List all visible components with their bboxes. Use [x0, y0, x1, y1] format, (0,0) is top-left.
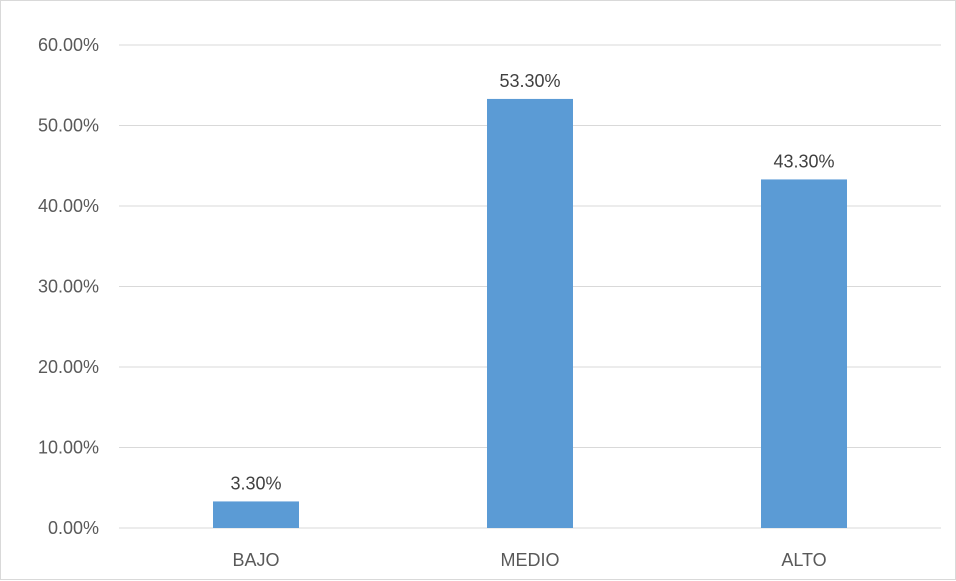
bar-bajo [213, 501, 299, 528]
x-category-label: MEDIO [500, 550, 559, 570]
y-tick-label: 10.00% [38, 438, 99, 458]
x-category-label: ALTO [781, 550, 826, 570]
y-tick-label: 20.00% [38, 357, 99, 377]
y-tick-label: 60.00% [38, 35, 99, 55]
y-tick-label: 50.00% [38, 116, 99, 136]
data-label-alto: 43.30% [773, 151, 834, 171]
data-label-medio: 53.30% [499, 71, 560, 91]
bar-alto [761, 179, 847, 528]
data-label-bajo: 3.30% [230, 473, 281, 493]
y-tick-label: 0.00% [48, 518, 99, 538]
y-tick-label: 40.00% [38, 196, 99, 216]
bar-medio [487, 98, 573, 528]
x-category-label: BAJO [232, 550, 279, 570]
y-tick-label: 30.00% [38, 277, 99, 297]
